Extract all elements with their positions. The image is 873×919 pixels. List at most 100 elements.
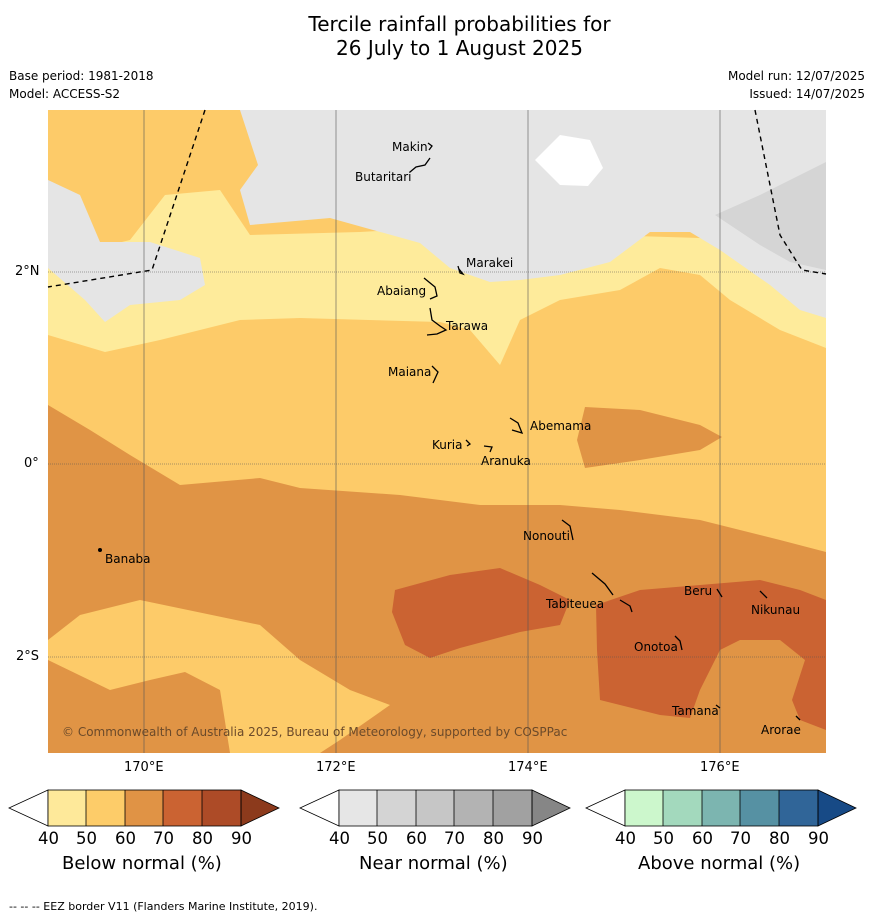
title-line-2: 26 July to 1 August 2025 xyxy=(336,36,583,60)
label-onotoa: Onotoa xyxy=(634,640,678,654)
white-gap xyxy=(535,135,603,186)
model-run: Model run: 12/07/2025 xyxy=(727,69,865,83)
colorbar-near-bin-2 xyxy=(377,790,416,826)
region-below-70-80-east xyxy=(596,580,826,730)
colorbar-below-tick: 80 xyxy=(192,829,213,848)
island-arorae xyxy=(795,715,801,721)
colorbar-above-bin-3 xyxy=(702,790,740,826)
copyright-text: © Commonwealth of Australia 2025, Bureau… xyxy=(62,725,567,739)
map-title: Tercile rainfall probabilities for 26 Ju… xyxy=(23,12,873,60)
region-near-40-50-west xyxy=(48,180,205,322)
colorbar-above-tick: 40 xyxy=(615,829,636,848)
colorbar-below-tick: 70 xyxy=(153,829,174,848)
colorbar-below-tick: 50 xyxy=(76,829,97,848)
colorbar-below-low-tri xyxy=(8,789,49,827)
colorbar-near-bin-3 xyxy=(416,790,454,826)
label-marakei: Marakei xyxy=(466,256,513,270)
label-banaba: Banaba xyxy=(105,552,151,566)
island-abaiang xyxy=(423,277,438,300)
island-nikunau xyxy=(759,590,768,599)
island-abemama xyxy=(509,417,524,435)
region-below-70-80-west xyxy=(392,568,570,658)
colorbar-above-tick: 80 xyxy=(769,829,790,848)
colorbar-below-tick: 40 xyxy=(38,829,59,848)
lon-label-172: 172°E xyxy=(316,760,356,775)
colorbar-above-tick: 50 xyxy=(653,829,674,848)
colorbar-near xyxy=(299,789,571,827)
colorbar-near-bin-5 xyxy=(493,790,532,826)
label-abemama: Abemama xyxy=(530,419,591,433)
colorbar-near-high-tri xyxy=(531,789,571,827)
colorbar-above-tick: 90 xyxy=(808,829,829,848)
region-near-40-50 xyxy=(240,110,826,318)
colorbar-near-bin-1 xyxy=(339,790,377,826)
island-makin xyxy=(427,142,433,151)
colorbar-near-title: Near normal (%) xyxy=(359,853,508,874)
issued-date: Issued: 14/07/2025 xyxy=(749,87,865,101)
island-banaba xyxy=(98,548,102,552)
colorbar-above-title: Above normal (%) xyxy=(638,853,801,874)
colorbar-near-frame xyxy=(338,789,533,827)
island-butaritari xyxy=(409,157,431,173)
eez-border xyxy=(47,109,827,288)
region-near-50-60 xyxy=(715,162,826,270)
label-beru: Beru xyxy=(684,584,712,598)
colorbar-below-tick: 60 xyxy=(115,829,136,848)
island-tabiteuea xyxy=(591,572,633,613)
colorbar-above-bin-1 xyxy=(625,790,663,826)
label-abaiang: Abaiang xyxy=(377,284,426,298)
label-makin: Makin xyxy=(392,140,428,154)
colorbar-near-tick: 50 xyxy=(367,829,388,848)
islands xyxy=(409,142,801,721)
colorbar-above-bin-5 xyxy=(779,790,818,826)
colorbar-near-tick: 70 xyxy=(444,829,465,848)
colorbar-above-tick: 60 xyxy=(692,829,713,848)
lat-label-2n: 2°N xyxy=(15,264,40,279)
colorbar-near-tick: 40 xyxy=(329,829,350,848)
title-line-1: Tercile rainfall probabilities for xyxy=(308,12,611,36)
graticule xyxy=(48,110,826,753)
island-tamana xyxy=(715,704,721,709)
colorbar-below-bin-3 xyxy=(125,790,163,826)
meta-left: Base period: 1981-2018 Model: ACCESS-S2 xyxy=(9,67,154,103)
island-nonouti xyxy=(561,519,574,541)
lon-label-176: 176°E xyxy=(700,760,740,775)
eez-border-west xyxy=(47,109,206,288)
label-tarawa: Tarawa xyxy=(445,319,488,333)
colorbar-near-bin-4 xyxy=(454,790,493,826)
colorbar-below-bin-1 xyxy=(48,790,86,826)
model-name: Model: ACCESS-S2 xyxy=(9,87,121,101)
base-period: Base period: 1981-2018 xyxy=(9,69,154,83)
colorbar-above-tick: 70 xyxy=(730,829,751,848)
island-beru xyxy=(716,588,723,598)
label-nonouti: Nonouti xyxy=(523,529,570,543)
colorbar-below-bin-4 xyxy=(163,790,202,826)
lat-label-2s: 2°S xyxy=(16,649,40,664)
colorbar-above-low-tri xyxy=(585,789,626,827)
label-nikunau: Nikunau xyxy=(751,603,800,617)
colorbar-near-low-tri xyxy=(299,789,340,827)
label-tamana: Tamana xyxy=(671,704,719,718)
colorbar-below-bin-2 xyxy=(86,790,125,826)
eez-border-east xyxy=(754,109,827,275)
colorbar-below-bin-5 xyxy=(202,790,241,826)
colorbar-below-title: Below normal (%) xyxy=(62,853,222,874)
colorbar-near-tick: 80 xyxy=(483,829,504,848)
label-tabiteuea: Tabiteuea xyxy=(545,597,604,611)
colorbar-above-bin-2 xyxy=(663,790,702,826)
colorbar-below-frame xyxy=(47,789,242,827)
colorbar-below xyxy=(8,789,280,827)
label-maiana: Maiana xyxy=(388,365,431,379)
label-aranuka: Aranuka xyxy=(481,454,531,468)
label-kuria: Kuria xyxy=(432,438,463,452)
lon-label-170: 170°E xyxy=(124,760,164,775)
lon-label-174: 174°E xyxy=(508,760,548,775)
lat-label-0: 0° xyxy=(24,456,39,471)
colorbar-above-high-tri xyxy=(817,789,857,827)
island-kuria xyxy=(465,439,472,447)
colorbar-near-tick: 60 xyxy=(406,829,427,848)
island-aranuka xyxy=(483,445,493,453)
eez-footnote: -- -- -- EEZ border V11 (Flanders Marine… xyxy=(9,900,318,913)
colorbar-above xyxy=(585,789,857,827)
